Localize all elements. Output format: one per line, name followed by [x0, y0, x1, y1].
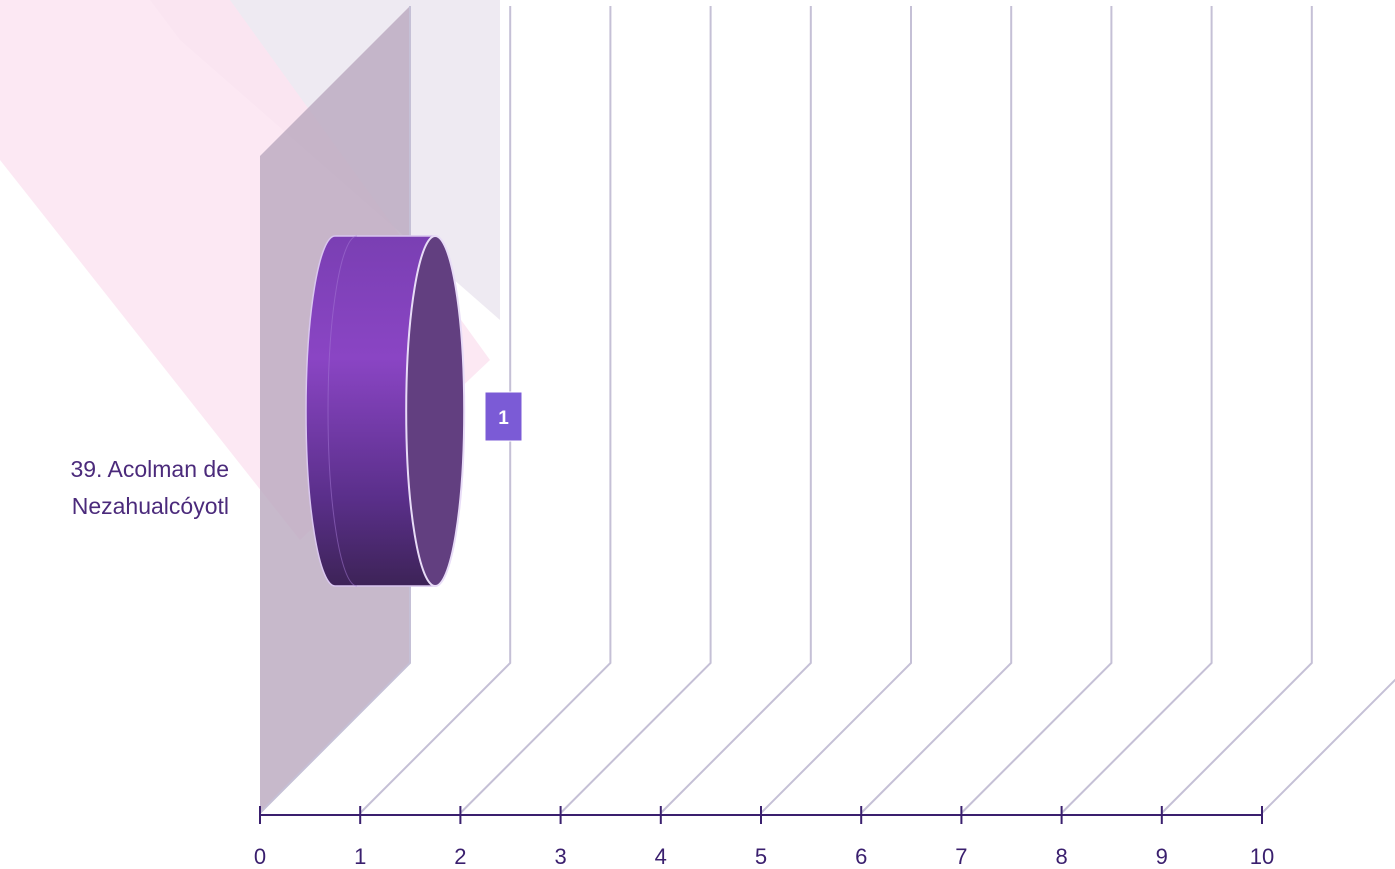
- x-tick-label: 0: [254, 844, 266, 869]
- gridline: [960, 6, 1113, 814]
- x-tick-label: 8: [1055, 844, 1067, 869]
- x-tick-label: 3: [554, 844, 566, 869]
- gridline: [359, 6, 512, 814]
- gridline: [860, 6, 1013, 814]
- gridline: [760, 6, 912, 814]
- bars: [305, 235, 466, 587]
- gridline: [1060, 6, 1213, 814]
- category-label-line-1: 39. Acolman de: [70, 456, 229, 482]
- x-tick-label: 4: [655, 844, 667, 869]
- x-tick-label: 9: [1156, 844, 1168, 869]
- gridline: [459, 6, 612, 814]
- bar: [305, 235, 466, 587]
- category-label: 39. Acolman de Nezahualcóyotl: [70, 456, 229, 519]
- x-tick-label: 6: [855, 844, 867, 869]
- x-tick-label: 7: [955, 844, 967, 869]
- bar-body: [305, 235, 436, 587]
- x-tick-label: 1: [354, 844, 366, 869]
- category-label-line-2: Nezahualcóyotl: [72, 493, 229, 519]
- gridline: [1161, 6, 1313, 814]
- gridline: [660, 6, 812, 814]
- x-axis: 0 1 2 3 4 5 6 7 8 9 10: [254, 806, 1274, 869]
- gridlines: [259, 6, 1395, 814]
- data-labels: 1: [484, 391, 523, 442]
- bar-cap: [405, 235, 466, 587]
- x-tick-label: 5: [755, 844, 767, 869]
- data-label-box: [484, 391, 523, 442]
- gridline: [259, 6, 411, 814]
- data-label: 1: [498, 408, 509, 429]
- gridline: [559, 6, 712, 814]
- x-tick-label: 2: [454, 844, 466, 869]
- bar-highlight: [327, 235, 358, 587]
- gridline: [1261, 678, 1395, 814]
- x-tick-label: 10: [1250, 844, 1274, 869]
